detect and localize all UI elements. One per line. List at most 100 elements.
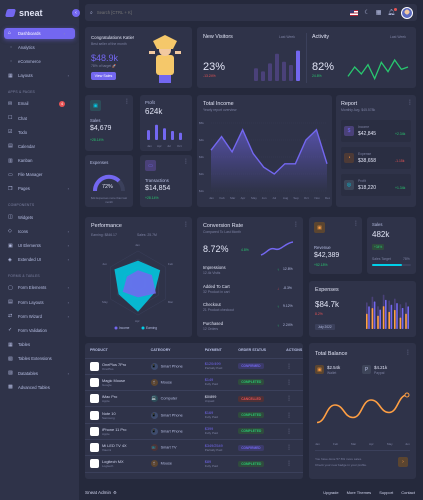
sidebar-item-widgets[interactable]: ◫ Widgets [0, 210, 79, 224]
transactions-label: Transactions [145, 178, 169, 183]
expenses-value: $84.7k [315, 300, 340, 309]
report-item-change: +2.34k [395, 132, 406, 136]
congratulations-card: Congratulations Katie! Best seller of th… [85, 27, 192, 88]
visitors-change: -13.24% [203, 74, 216, 78]
row-actions-icon[interactable]: ⋮ [286, 396, 293, 403]
row-actions-icon[interactable]: ⋮ [286, 461, 293, 468]
sidebar-item-label: Analytics [18, 44, 35, 50]
sidebar-item-email[interactable]: ✉ Email 4 [0, 97, 79, 111]
footer-link[interactable]: Upgrade [323, 489, 339, 495]
sidebar-item-calendar[interactable]: ▤ Calendar [0, 139, 79, 153]
products-table: PRODUCT CATEGORY PAYMENT ORDER STATUS ACTION… [85, 343, 303, 473]
sidebar-item-extended-ui[interactable]: ◈ Extended UI › [0, 253, 79, 267]
search-input[interactable] [96, 10, 217, 15]
theme-toggle-icon[interactable]: ☾ [364, 10, 370, 16]
row-actions-icon[interactable]: ⋮ [286, 412, 293, 419]
sidebar-item-label: Advanced Tables [18, 384, 50, 390]
sales-menu-icon[interactable]: ⋮ [124, 99, 130, 105]
visitors-bar [275, 53, 279, 81]
profit-month-label: Apr [157, 144, 162, 148]
bullet-icon: ○ [10, 59, 12, 64]
category-label: Smart TV [160, 445, 177, 450]
chevron-right-button[interactable]: › [398, 457, 408, 467]
notification-bell-icon[interactable]: 🔔︎ [387, 8, 397, 16]
chevron-right-icon: › [67, 299, 69, 305]
congrats-subtitle: Best seller of the month [91, 42, 127, 46]
sidebar-item-datatables[interactable]: ▨ Datatables › [0, 366, 79, 380]
report-item-value: $18,220 [358, 185, 377, 191]
report-menu-icon[interactable]: ⋮ [407, 100, 413, 106]
sidebar-item-file-manager[interactable]: ▭ File Manager [0, 168, 79, 182]
income-month-label: Mar [230, 196, 235, 200]
conversion-item-sub: 32 Product in cart [203, 289, 230, 294]
sidebar-item-label: Layouts [18, 73, 33, 79]
view-sales-button[interactable]: View Sales [91, 72, 116, 80]
sidebar-item-tables-extensions[interactable]: ▧ Tables Extensions [0, 352, 79, 366]
sidebar-item-ecommerce[interactable]: ○ eCommerce [0, 54, 79, 68]
performance-menu-icon[interactable]: ⋮ [183, 222, 189, 228]
sidebar-collapse-button[interactable]: ‹ [72, 9, 80, 17]
footer-link[interactable]: More Themes [346, 489, 372, 495]
sidebar-item-kanban[interactable]: ▥ Kanban [0, 154, 79, 168]
product-brand: Apple [102, 399, 110, 404]
sidebar-item-form-wizard[interactable]: ⇄ Form Wizard › [0, 309, 79, 323]
product-name-block: Logitech MX Logitech [102, 459, 124, 468]
balance-menu-icon[interactable]: ⋮ [405, 350, 411, 356]
sidebar-item-ui-elements[interactable]: ▣ UI Elements › [0, 238, 79, 252]
balance-month-label: May [387, 442, 393, 446]
revenue-label: Revenue [314, 245, 331, 250]
sidebar-item-form-elements[interactable]: ▢ Form Elements › [0, 281, 79, 295]
product-image [90, 361, 99, 371]
status-badge: CONFIRMED [238, 444, 264, 451]
profit-bar [171, 131, 174, 140]
language-flag-icon[interactable] [350, 9, 359, 16]
user-avatar[interactable] [401, 6, 413, 19]
sidebar-item-analytics[interactable]: ○ Analytics [0, 40, 79, 54]
transactions-menu-icon[interactable]: ⋮ [183, 159, 189, 165]
sales2-label: Sales [372, 222, 383, 227]
sidebar: sneat ⌂ Dashboards › ○ Analytics ○ eCommerce ▦ L… [0, 0, 79, 500]
chevron-right-icon: › [67, 285, 69, 291]
conversion-sparkline [260, 241, 294, 256]
payment-cell: $0/899 Unpaid [199, 390, 234, 408]
transactions-value: $14,854 [145, 185, 171, 192]
product-name: iMac Pro [102, 394, 118, 400]
sidebar-item-chat[interactable]: ☐ Chat [0, 111, 79, 125]
radar-axis-label: Mar [168, 300, 173, 304]
chevron-right-icon: › [67, 243, 69, 249]
row-actions-icon[interactable]: ⋮ [286, 428, 293, 435]
payment-amount: $120/499 [204, 362, 221, 367]
sidebar-item-pages[interactable]: ❐ Pages › [0, 182, 79, 196]
sidebar-item-label: Dashboards [18, 30, 41, 36]
sidebar-item-dashboards[interactable]: ⌂ Dashboards › [4, 27, 75, 39]
revenue-menu-icon[interactable]: ⋮ [353, 221, 359, 227]
expenses-change: 8.2% [315, 312, 323, 316]
profit-month-label: Jan [147, 144, 152, 148]
row-actions-icon[interactable]: ⋮ [286, 379, 293, 386]
sidebar-item-tables[interactable]: ▦ Tables [0, 338, 79, 352]
footer-link[interactable]: Contact [401, 489, 415, 495]
performance-card: Performance ⋮ Earning: $846.17 Sales: 25… [85, 217, 192, 337]
sidebar-item-label: Form Validation [18, 327, 48, 333]
row-actions-icon[interactable]: ⋮ [286, 445, 293, 452]
report-title: Report [341, 101, 358, 107]
total-income-card: Total Income Yearly report overview $5k $… [197, 95, 332, 207]
product-brand: Logitech [102, 464, 114, 469]
sidebar-item-icons[interactable]: ◇ Icons › [0, 224, 79, 238]
sidebar-item-todo[interactable]: ☑ Todo [0, 125, 79, 139]
sidebar-item-layouts[interactable]: ▦ Layouts › [0, 69, 79, 83]
shortcuts-grid-icon[interactable]: ▦ [375, 10, 382, 16]
row-actions-icon[interactable]: ⋮ [286, 363, 293, 370]
income-area-chart: $5k $4k $3k $2k $1k Jan Feb Mar Apr May Jun Jul Aug S… [199, 121, 330, 200]
conversion-menu-icon[interactable]: ⋮ [293, 222, 299, 228]
sidebar-item-label: Extended UI [18, 257, 42, 263]
footer-link[interactable]: Support [379, 489, 394, 495]
income-line [210, 128, 328, 175]
sidebar-item-advanced-tables[interactable]: ▩ Advanced Tables [0, 380, 79, 394]
expense-bar [371, 308, 374, 329]
product-name: OnePlus 7Pro [102, 361, 127, 367]
sidebar-item-form-validation[interactable]: ✓ Form Validation [0, 323, 79, 337]
sales2-target-value: 78% [403, 257, 410, 261]
sidebar-item-form-layouts[interactable]: ▤ Form Layouts › [0, 295, 79, 309]
brand[interactable]: sneat [0, 0, 79, 26]
